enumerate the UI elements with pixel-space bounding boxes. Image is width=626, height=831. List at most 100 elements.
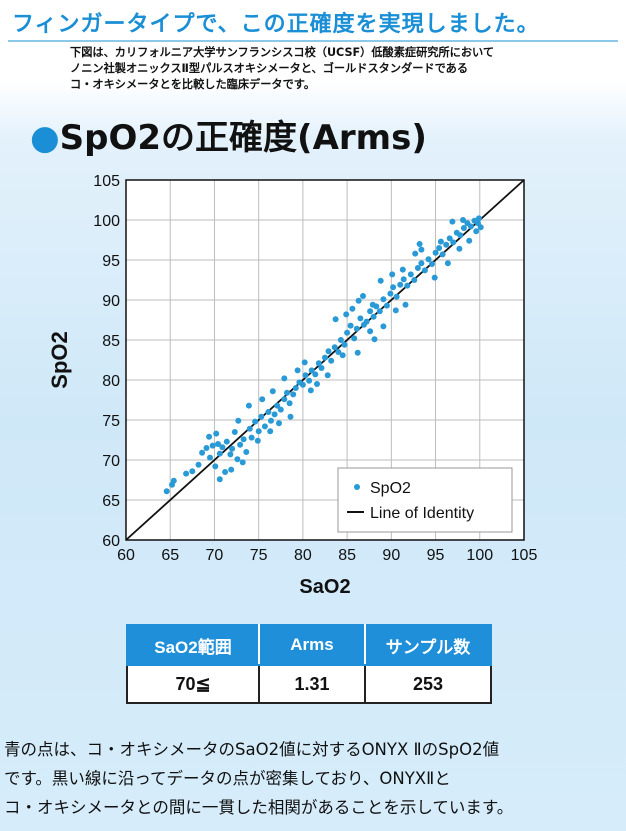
data-point xyxy=(195,461,202,468)
data-point xyxy=(259,396,266,403)
data-point xyxy=(341,341,348,348)
data-point xyxy=(203,445,210,451)
table-cell-arms: 1.31 xyxy=(258,664,366,704)
data-point xyxy=(307,387,314,394)
data-point xyxy=(243,449,250,455)
y-tick-label: 75 xyxy=(102,413,120,430)
data-point xyxy=(277,406,284,413)
data-point xyxy=(222,469,229,475)
data-point xyxy=(324,372,331,379)
data-point xyxy=(269,388,276,395)
data-point xyxy=(212,463,219,470)
data-point xyxy=(207,454,213,461)
x-tick-label: 85 xyxy=(338,547,356,564)
data-point xyxy=(380,296,387,303)
x-tick-label: 70 xyxy=(206,547,224,564)
data-point xyxy=(351,335,358,342)
data-point xyxy=(281,396,288,403)
page-headline: フィンガータイプで、この正確度を実現しました。 xyxy=(12,11,540,37)
data-point xyxy=(377,277,384,284)
data-point xyxy=(407,271,414,278)
x-tick-label: 60 xyxy=(117,547,135,564)
x-tick-label: 65 xyxy=(161,547,179,564)
data-point xyxy=(261,423,268,430)
data-point xyxy=(344,329,351,336)
data-point xyxy=(292,385,299,391)
data-point xyxy=(254,437,261,444)
data-point xyxy=(209,442,216,449)
data-point xyxy=(245,402,252,409)
x-tick-label: 105 xyxy=(511,547,538,564)
data-point xyxy=(314,381,320,387)
summary-line: 青の点は、コ・オキシメータのSaO2値に対するONYX ⅡのSpO2値 xyxy=(4,740,500,759)
data-point xyxy=(170,477,177,484)
data-point xyxy=(383,302,390,309)
data-point xyxy=(367,328,374,335)
y-tick-label: 85 xyxy=(102,333,120,350)
data-point xyxy=(163,488,170,495)
legend-marker-spo2 xyxy=(354,484,360,490)
intro-line: ノニン社製オニックスⅡ型パルスオキシメータと、ゴールドスタンダードである xyxy=(70,62,469,75)
y-tick-label: 80 xyxy=(102,373,120,390)
data-point xyxy=(258,413,265,420)
section-title: ●SpO2の正確度(Arms) xyxy=(30,110,427,159)
data-point xyxy=(360,293,366,299)
data-point xyxy=(354,349,361,356)
data-point xyxy=(302,372,309,379)
table-header-row: SaO2範囲 Arms サンプル数 xyxy=(126,624,492,666)
data-point xyxy=(412,250,419,257)
data-point xyxy=(436,245,443,251)
data-point xyxy=(389,271,396,278)
data-point xyxy=(337,337,344,343)
data-point xyxy=(363,318,370,325)
data-point xyxy=(189,468,196,475)
data-point xyxy=(228,466,235,473)
intro-text: 下図は、カリフォルニア大学サンフランシスコ校（UCSF）低酸素症研究所において … xyxy=(70,45,610,93)
data-point xyxy=(449,218,456,225)
data-point xyxy=(328,357,335,364)
y-tick-label: 60 xyxy=(102,533,120,550)
data-point xyxy=(216,450,223,457)
data-point xyxy=(322,354,328,361)
data-point xyxy=(353,325,360,332)
y-tick-label: 65 xyxy=(102,493,120,510)
data-point xyxy=(414,265,421,271)
data-point xyxy=(290,391,297,398)
x-axis-label: SaO2 xyxy=(299,576,350,598)
data-point xyxy=(392,307,399,314)
y-axis-label: SpO2 xyxy=(47,331,72,388)
data-point xyxy=(347,322,354,329)
data-point xyxy=(444,260,451,267)
y-tick-label: 100 xyxy=(93,213,120,230)
data-point xyxy=(331,344,338,351)
data-point xyxy=(223,438,230,445)
data-point xyxy=(306,377,313,384)
data-point xyxy=(387,290,394,297)
data-point xyxy=(312,371,319,378)
accuracy-table: SaO2範囲 Arms サンプル数 70≦ 1.31 253 xyxy=(126,624,492,704)
data-point xyxy=(446,235,453,242)
data-point xyxy=(255,428,262,435)
data-point xyxy=(443,241,450,248)
intro-line: コ・オキシメータとを比較した臨床データです。 xyxy=(70,78,316,91)
data-point xyxy=(477,224,484,231)
x-tick-label: 100 xyxy=(466,547,493,564)
data-point xyxy=(271,411,278,418)
intro-line: 下図は、カリフォルニア大学サンフランシスコ校（UCSF）低酸素症研究所において xyxy=(70,46,495,59)
data-point xyxy=(248,434,255,441)
data-point xyxy=(460,225,467,231)
data-point xyxy=(380,323,387,330)
data-point xyxy=(425,256,432,263)
data-point xyxy=(393,293,400,300)
data-point xyxy=(397,281,404,288)
data-point xyxy=(213,430,220,437)
table-header-sample-count: サンプル数 xyxy=(364,624,492,666)
data-point xyxy=(411,277,418,283)
data-point xyxy=(400,276,407,283)
data-point xyxy=(349,305,356,312)
data-point xyxy=(421,267,428,274)
data-point xyxy=(325,348,332,355)
data-point xyxy=(281,375,288,382)
data-point xyxy=(431,274,438,281)
data-point xyxy=(229,445,236,452)
